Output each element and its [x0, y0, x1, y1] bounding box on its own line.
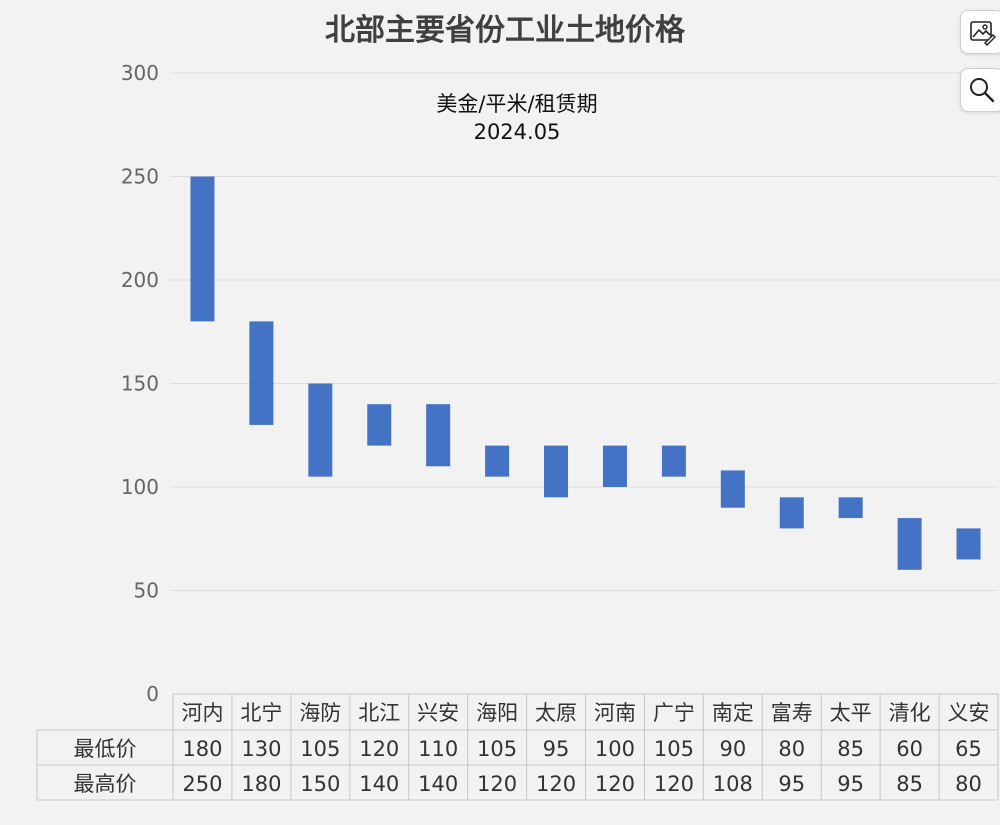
image-edit-button[interactable] — [960, 10, 1000, 54]
image-edit-icon — [970, 21, 996, 46]
data-label: 60 — [896, 737, 923, 761]
data-label: 180 — [241, 772, 281, 796]
series-label: 最高价 — [74, 772, 137, 796]
y-tick-label: 50 — [134, 579, 159, 603]
data-label: 95 — [837, 772, 864, 796]
y-tick-label: 150 — [121, 372, 159, 396]
range-bar — [602, 445, 627, 487]
category-label: 义安 — [948, 701, 990, 725]
magnifier-icon — [970, 78, 995, 103]
y-tick-label: 300 — [121, 61, 159, 85]
data-label: 140 — [418, 772, 458, 796]
range-bar — [779, 497, 804, 529]
range-bar — [661, 445, 686, 477]
range-bar — [308, 383, 333, 477]
data-label: 110 — [418, 737, 458, 761]
data-label: 180 — [182, 737, 222, 761]
range-bar — [544, 445, 569, 498]
category-label: 太平 — [830, 701, 872, 725]
grid-lines — [170, 72, 998, 591]
y-tick-label: 250 — [121, 165, 159, 189]
data-label: 120 — [536, 772, 576, 796]
data-label: 95 — [778, 772, 805, 796]
category-label: 富寿 — [771, 701, 813, 725]
category-label: 太原 — [535, 701, 577, 725]
data-label: 90 — [719, 737, 746, 761]
category-label: 广宁 — [653, 701, 695, 725]
data-label: 95 — [543, 737, 570, 761]
category-label: 河内 — [181, 701, 223, 725]
range-bar — [838, 497, 863, 519]
data-label: 100 — [595, 737, 635, 761]
range-bar — [249, 321, 274, 425]
data-label: 250 — [182, 772, 222, 796]
y-axis-ticks: 0 50 100 150 200 250 300 — [121, 61, 159, 706]
data-label: 105 — [477, 737, 517, 761]
range-bar — [720, 470, 745, 508]
zoom-button[interactable] — [960, 68, 1000, 112]
category-label: 兴安 — [417, 701, 459, 725]
data-label: 80 — [778, 737, 805, 761]
category-label: 南定 — [712, 701, 754, 725]
range-bar — [897, 518, 922, 570]
series-label: 最低价 — [74, 737, 137, 761]
range-bar — [367, 404, 392, 446]
chart-subtitle-date: 2024.05 — [474, 120, 561, 144]
data-label: 150 — [300, 772, 340, 796]
category-label: 清化 — [889, 701, 931, 725]
data-label: 108 — [713, 772, 753, 796]
category-label: 北江 — [358, 701, 400, 725]
range-bar — [956, 528, 981, 560]
data-label: 140 — [359, 772, 399, 796]
data-label: 85 — [837, 737, 864, 761]
y-tick-label: 0 — [146, 682, 159, 706]
data-label: 120 — [654, 772, 694, 796]
range-bar — [485, 445, 510, 477]
range-bar — [190, 176, 215, 322]
data-label: 105 — [654, 737, 694, 761]
data-label: 120 — [359, 737, 399, 761]
chart-title: 北部主要省份工业土地价格 — [325, 13, 686, 48]
y-tick-label: 100 — [121, 475, 159, 499]
category-label: 海阳 — [476, 701, 518, 725]
category-label: 北宁 — [240, 701, 282, 725]
data-label: 85 — [896, 772, 923, 796]
data-label: 120 — [477, 772, 517, 796]
data-label: 105 — [300, 737, 340, 761]
range-bar — [426, 404, 451, 467]
data-label: 80 — [955, 772, 982, 796]
data-label: 65 — [955, 737, 982, 761]
data-label: 120 — [595, 772, 635, 796]
chart-subtitle-unit: 美金/平米/租赁期 — [436, 92, 597, 116]
y-tick-label: 200 — [121, 268, 159, 292]
bars — [190, 176, 981, 570]
category-label: 海防 — [299, 701, 341, 725]
data-label: 130 — [241, 737, 281, 761]
category-label: 河南 — [594, 701, 636, 725]
